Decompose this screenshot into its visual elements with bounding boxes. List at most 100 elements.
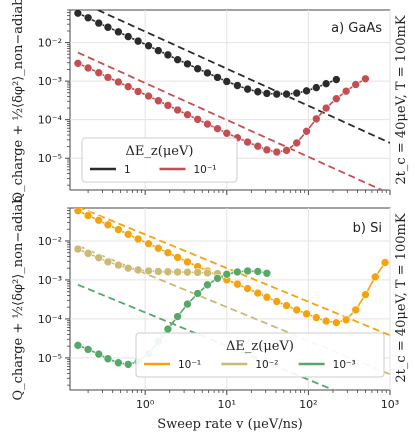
data-point — [133, 87, 143, 96]
data-point — [321, 316, 331, 326]
data-point — [253, 87, 263, 97]
data-point — [144, 239, 153, 248]
data-point — [311, 313, 321, 322]
data-point — [94, 215, 104, 225]
data-point — [193, 64, 202, 74]
data-point — [94, 253, 104, 263]
data-point — [94, 349, 104, 359]
legend-title: ΔE_z(μeV) — [126, 144, 194, 159]
data-point — [292, 88, 302, 98]
panel-b-label: b) Si — [353, 221, 382, 236]
data-point — [272, 297, 282, 306]
data-point — [272, 147, 282, 157]
data-point — [321, 79, 331, 88]
data-point — [94, 68, 104, 78]
y-tick-label: 10⁻⁴ — [38, 313, 63, 326]
data-point — [144, 266, 153, 276]
data-point — [233, 81, 242, 90]
data-point — [163, 324, 173, 334]
x-tick-label: 10³ — [381, 398, 399, 411]
data-point — [154, 96, 163, 106]
x-tick-labels: 10⁰ 10¹ 10² 10³ — [136, 398, 399, 411]
panel-a: 10⁻⁵10⁻⁴10⁻³10⁻² a) GaAs ΔE_z(μeV)1 10⁻¹ … — [38, 9, 409, 195]
data-point — [103, 73, 113, 82]
data-point — [311, 114, 321, 124]
data-point — [361, 290, 370, 299]
data-point — [213, 274, 222, 283]
data-point — [193, 289, 202, 298]
data-point — [351, 305, 361, 315]
data-point — [94, 18, 104, 28]
data-point — [302, 126, 311, 136]
data-point — [114, 77, 123, 87]
data-point — [123, 82, 133, 91]
data-point — [262, 292, 272, 302]
legend-entry: 10⁻² — [255, 359, 278, 371]
panel-a-label: a) GaAs — [331, 21, 382, 36]
asymptote-line — [95, 10, 390, 144]
data-point — [262, 268, 272, 278]
data-point — [183, 299, 192, 309]
data-point — [262, 145, 272, 155]
legend-title: ΔE_z(μeV) — [226, 339, 294, 354]
data-point — [114, 260, 123, 270]
data-point — [83, 345, 93, 354]
data-point — [73, 244, 83, 254]
data-point — [193, 115, 202, 124]
panel-a-right-label: 2t_c = 40μeV, T = 100mK — [394, 15, 409, 184]
data-point — [73, 341, 83, 350]
data-point — [173, 105, 182, 115]
data-point — [253, 267, 263, 276]
data-point — [341, 315, 351, 325]
data-point — [243, 137, 252, 147]
data-point — [173, 55, 182, 64]
data-point — [332, 94, 341, 104]
y-axis-label-a: Q_charge + ½⟨δφ²⟩_non−adiab — [11, 0, 26, 203]
data-point — [213, 73, 222, 82]
asymptote-line — [77, 51, 384, 190]
legend-entry: 10⁻¹ — [178, 359, 201, 371]
data-point — [173, 253, 182, 262]
data-point — [133, 234, 143, 244]
panel-b: 10⁻⁵ 10⁻⁴ 10⁻³ 10⁻² b) Si ΔE_z(μeV) 10⁻¹ 10⁻²… — [38, 207, 409, 395]
data-point — [183, 110, 192, 119]
data-point — [114, 358, 123, 368]
panel-b-right-label: 2t_c = 40μeV, T = 100mK — [394, 213, 409, 382]
data-point — [243, 284, 252, 293]
x-tick-label: 10⁰ — [136, 398, 155, 411]
data-point — [292, 305, 302, 315]
legend-entry: 1 — [124, 164, 131, 176]
y-tick-label: 10⁻⁵ — [38, 352, 62, 365]
data-point — [83, 249, 93, 258]
y-tick-label: 10⁻⁵ — [38, 152, 62, 165]
data-point — [103, 220, 113, 230]
data-point — [103, 354, 113, 364]
data-point — [173, 267, 182, 277]
x-tick-label: 10² — [299, 398, 317, 411]
data-point — [341, 86, 351, 96]
panel-b-y-ticks: 10⁻⁵ 10⁻⁴ 10⁻³ 10⁻² — [38, 235, 63, 365]
data-point — [144, 41, 153, 51]
y-tick-label: 10⁻² — [38, 37, 62, 50]
data-point — [103, 22, 113, 32]
panel-a-plot — [73, 10, 390, 190]
data-point — [311, 83, 321, 92]
data-point — [133, 36, 143, 46]
data-point — [302, 86, 311, 96]
data-point — [370, 272, 380, 282]
data-point — [302, 309, 311, 319]
data-point — [222, 77, 232, 86]
data-point — [163, 248, 173, 257]
data-point — [193, 268, 202, 277]
data-point — [222, 128, 232, 138]
data-point — [73, 10, 83, 18]
data-point — [173, 312, 182, 321]
data-point — [233, 267, 242, 277]
data-point — [103, 257, 113, 267]
y-tick-label: 10⁻³ — [38, 274, 62, 287]
data-point — [83, 211, 93, 220]
data-point — [222, 269, 232, 279]
x-tick-label: 10¹ — [218, 398, 236, 411]
data-point — [321, 103, 331, 113]
legend-box — [81, 137, 238, 183]
